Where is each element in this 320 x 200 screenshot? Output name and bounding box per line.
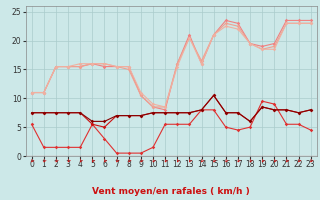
Text: Vent moyen/en rafales ( km/h ): Vent moyen/en rafales ( km/h ) [92,187,250,196]
